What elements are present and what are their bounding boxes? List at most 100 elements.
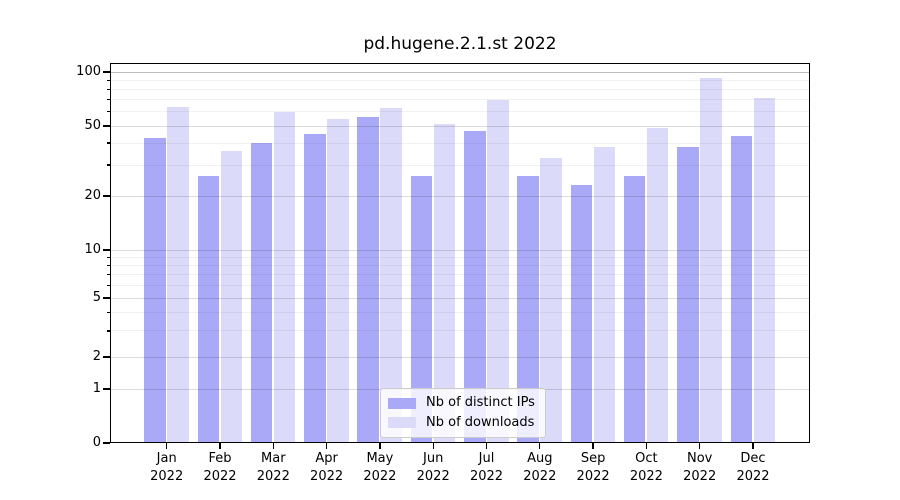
bar-downloads-nov (700, 77, 722, 443)
bar-downloads-jun (433, 124, 456, 443)
x-tick-label-aug: Aug 2022 (523, 451, 557, 484)
y-tick-label-50: 50 (84, 118, 101, 133)
legend-label-distinct-ips: Nb of distinct IPs (426, 395, 535, 411)
y-tick-5 (103, 297, 110, 299)
y-tick-9 (106, 256, 110, 258)
y-tick-70 (106, 99, 110, 101)
x-tick-jan (166, 443, 168, 449)
x-tick-may (379, 443, 381, 449)
bar-ips-nov (677, 146, 699, 443)
gridline-50 (110, 125, 810, 127)
x-tick-label-feb: Feb 2022 (203, 451, 237, 484)
gridline-70 (110, 99, 810, 101)
gridline-5 (110, 297, 810, 299)
gridline-7 (110, 274, 810, 276)
y-tick-0 (103, 442, 110, 444)
y-tick-label-2: 2 (92, 349, 101, 364)
gridline-4 (110, 311, 810, 313)
y-tick-50 (103, 125, 110, 127)
chart-title: pd.hugene.2.1.st 2022 (363, 34, 557, 54)
y-tick-6 (106, 284, 110, 287)
gridline-8 (110, 264, 810, 266)
bar-ips-aug (517, 175, 539, 443)
x-tick-jul (485, 443, 488, 449)
bar-ips-apr (304, 134, 326, 443)
x-tick-label-sep: Sep 2022 (576, 451, 610, 484)
bar-ips-jun (410, 175, 433, 443)
bar-downloads-mar (273, 111, 296, 443)
gridline-10 (110, 249, 810, 251)
y-tick-30 (106, 164, 110, 166)
bar-downloads-oct (646, 127, 669, 443)
x-tick-label-mar: Mar 2022 (256, 451, 290, 484)
y-tick-4 (106, 311, 110, 314)
bar-downloads-dec (753, 97, 775, 443)
y-tick-60 (106, 111, 110, 113)
x-tick-apr (325, 443, 328, 449)
gridline-100 (110, 71, 810, 73)
bar-ips-jul (464, 130, 486, 443)
bar-downloads-apr (327, 118, 349, 443)
bar-ips-sep (570, 185, 593, 443)
x-tick-label-nov: Nov 2022 (683, 451, 717, 484)
gridline-6 (110, 284, 810, 286)
gridline-90 (110, 79, 810, 81)
gridline-30 (110, 164, 810, 166)
y-tick-2 (103, 356, 110, 358)
legend: Nb of distinct IPs Nb of downloads (380, 388, 546, 438)
gridline-20 (110, 195, 810, 197)
bar-downloads-jul (487, 99, 509, 443)
bar-ips-may (357, 117, 379, 443)
gridline-9 (110, 256, 810, 258)
bar-ips-dec (730, 135, 752, 443)
x-tick-mar (272, 443, 274, 449)
y-tick-label-10: 10 (84, 242, 101, 257)
bar-downloads-jan (167, 106, 189, 443)
gridline-80 (110, 88, 810, 90)
x-tick-label-jan: Jan 2022 (150, 451, 184, 484)
y-tick-1 (103, 388, 110, 390)
x-tick-label-apr: Apr 2022 (310, 451, 344, 484)
x-tick-jun (432, 443, 434, 449)
y-tick-label-100: 100 (76, 64, 101, 79)
bar-downloads-aug (540, 157, 562, 443)
legend-item-distinct-ips: Nb of distinct IPs (388, 395, 537, 411)
x-tick-sep (592, 443, 594, 449)
x-tick-label-dec: Dec 2022 (736, 451, 770, 484)
legend-item-downloads: Nb of downloads (388, 415, 537, 431)
legend-swatch-downloads (388, 417, 416, 429)
plot-area (110, 63, 810, 443)
x-tick-label-jul: Jul 2022 (469, 451, 504, 484)
legend-label-downloads: Nb of downloads (426, 414, 535, 430)
x-tick-oct (645, 443, 648, 449)
bar-ips-feb (197, 175, 219, 443)
x-tick-label-may: May 2022 (363, 451, 397, 484)
y-tick-80 (106, 88, 110, 91)
y-tick-8 (106, 264, 110, 267)
bar-downloads-may (380, 108, 402, 443)
x-tick-dec (752, 443, 754, 449)
gridline-3 (110, 330, 810, 332)
gridline-60 (110, 111, 810, 113)
y-tick-label-0: 0 (92, 435, 101, 450)
y-tick-3 (106, 330, 110, 332)
x-tick-label-oct: Oct 2022 (629, 451, 663, 484)
gridline-2 (110, 356, 810, 358)
bar-ips-mar (250, 143, 273, 443)
y-tick-label-1: 1 (92, 381, 101, 396)
x-tick-label-jun: Jun 2022 (416, 451, 450, 484)
bar-downloads-sep (593, 146, 616, 443)
x-tick-nov (699, 443, 701, 449)
bar-downloads-feb (220, 151, 242, 443)
y-tick-label-5: 5 (92, 290, 101, 305)
y-tick-40 (106, 142, 110, 144)
y-tick-20 (103, 195, 110, 197)
y-tick-7 (106, 273, 110, 276)
x-tick-feb (219, 443, 221, 449)
y-tick-label-20: 20 (84, 188, 101, 203)
gridline-40 (110, 142, 810, 144)
bar-ips-jan (144, 137, 166, 443)
y-tick-100 (103, 71, 110, 73)
legend-swatch-distinct-ips (388, 397, 416, 409)
